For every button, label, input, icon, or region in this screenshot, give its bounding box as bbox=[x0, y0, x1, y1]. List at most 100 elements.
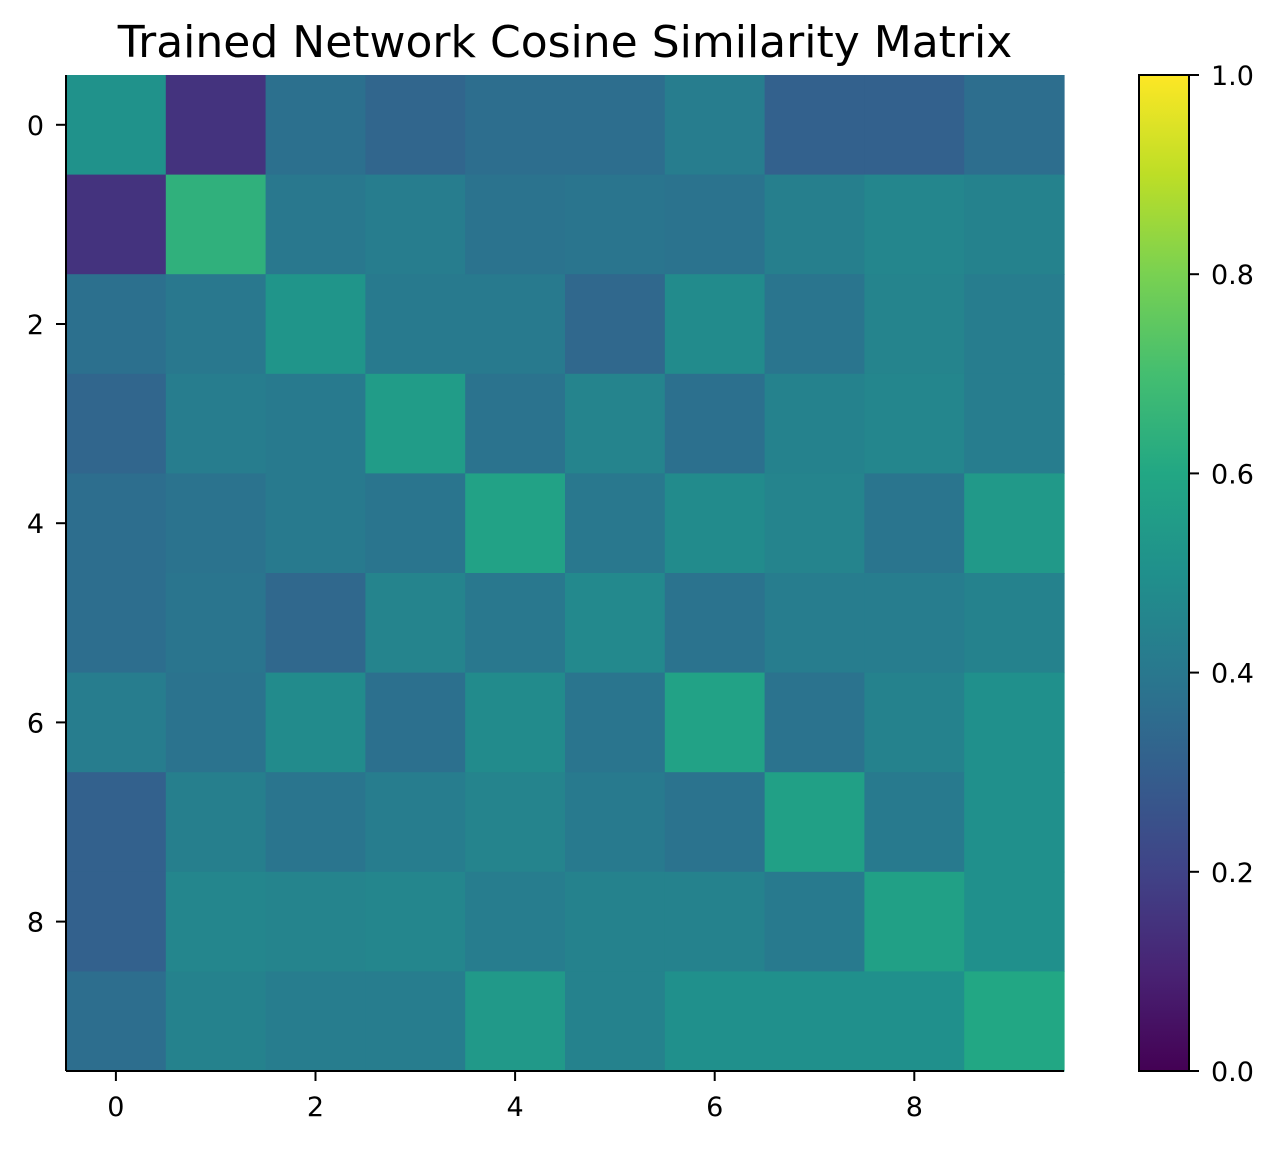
heatmap-cell-2-9 bbox=[964, 274, 1065, 375]
heatmap-cell-5-9 bbox=[964, 573, 1065, 674]
y-tick-label: 8 bbox=[27, 908, 44, 939]
heatmap-cell-0-0 bbox=[66, 75, 167, 176]
heatmap-cell-0-8 bbox=[864, 75, 965, 176]
heatmap-cell-1-9 bbox=[964, 174, 1065, 275]
colorbar: 0.0 0.2 0.4 0.6 0.8 1.0 bbox=[1138, 61, 1254, 1088]
heatmap-cell-0-3 bbox=[365, 75, 466, 176]
heatmap-cell-0-7 bbox=[764, 75, 865, 176]
x-tick-label: 6 bbox=[706, 1092, 723, 1123]
heatmap-cell-5-0 bbox=[66, 573, 167, 674]
heatmap-cell-6-4 bbox=[465, 672, 566, 773]
x-tick-label: 2 bbox=[307, 1092, 324, 1123]
heatmap-cell-3-9 bbox=[964, 373, 1065, 474]
heatmap-cell-3-6 bbox=[664, 373, 766, 474]
heatmap-cell-7-9 bbox=[964, 772, 1065, 873]
heatmap-cell-5-3 bbox=[365, 573, 466, 674]
heatmap-cell-1-6 bbox=[664, 174, 766, 275]
heatmap-cell-8-3 bbox=[365, 871, 466, 972]
heatmap-cell-5-7 bbox=[764, 573, 865, 674]
heatmap-cell-8-2 bbox=[265, 871, 366, 972]
heatmap-cell-9-2 bbox=[265, 971, 366, 1072]
heatmap-cell-1-0 bbox=[66, 174, 167, 275]
heatmap-cell-9-6 bbox=[664, 971, 766, 1072]
colorbar-tick-label: 1.0 bbox=[1211, 61, 1254, 92]
colorbar-gradient bbox=[1139, 75, 1189, 1071]
heatmap-cell-3-3 bbox=[365, 373, 466, 474]
heatmap-cell-8-7 bbox=[764, 871, 865, 972]
heatmap-cell-2-0 bbox=[66, 274, 167, 375]
heatmap-cell-8-8 bbox=[864, 871, 965, 972]
heatmap-cell-4-3 bbox=[365, 473, 466, 574]
heatmap-cell-7-7 bbox=[764, 772, 865, 873]
heatmap-cell-9-4 bbox=[465, 971, 566, 1072]
heatmap-cell-4-0 bbox=[66, 473, 167, 574]
heatmap-cell-7-8 bbox=[864, 772, 965, 873]
heatmap-cell-5-5 bbox=[565, 573, 666, 674]
y-tick-label: 4 bbox=[27, 509, 44, 540]
heatmap-cell-3-0 bbox=[66, 373, 167, 474]
heatmap-cell-2-3 bbox=[365, 274, 466, 375]
heatmap-cell-8-1 bbox=[165, 871, 267, 972]
heatmap-cell-6-0 bbox=[66, 672, 167, 773]
heatmap-cell-0-4 bbox=[465, 75, 566, 176]
colorbar-frame bbox=[1138, 74, 1190, 1072]
heatmap-cell-1-5 bbox=[565, 174, 666, 275]
heatmap-cell-9-3 bbox=[365, 971, 466, 1072]
heatmap-cell-4-9 bbox=[964, 473, 1065, 574]
heatmap-cell-4-6 bbox=[664, 473, 766, 574]
heatmap-cell-6-1 bbox=[165, 672, 267, 773]
heatmap-cell-9-5 bbox=[565, 971, 666, 1072]
x-tick-label: 8 bbox=[906, 1092, 923, 1123]
heatmap-cell-7-2 bbox=[265, 772, 366, 873]
heatmap-cell-6-5 bbox=[565, 672, 666, 773]
heatmap-cell-4-5 bbox=[565, 473, 666, 574]
heatmap-cell-2-6 bbox=[664, 274, 766, 375]
heatmap-cell-6-9 bbox=[964, 672, 1065, 773]
heatmap-cell-3-7 bbox=[764, 373, 865, 474]
heatmap-cell-9-9 bbox=[964, 971, 1065, 1072]
heatmap-cell-9-8 bbox=[864, 971, 965, 1072]
heatmap-cells bbox=[66, 75, 1065, 1072]
heatmap-cell-1-4 bbox=[465, 174, 566, 275]
heatmap-cell-2-5 bbox=[565, 274, 666, 375]
heatmap-cell-9-1 bbox=[165, 971, 267, 1072]
heatmap-cell-3-2 bbox=[265, 373, 366, 474]
heatmap-cell-8-0 bbox=[66, 871, 167, 972]
heatmap-cell-0-1 bbox=[165, 75, 267, 176]
heatmap-cell-8-6 bbox=[664, 871, 766, 972]
heatmap-cell-0-6 bbox=[664, 75, 766, 176]
heatmap-cell-3-8 bbox=[864, 373, 965, 474]
y-tick-label: 2 bbox=[27, 310, 44, 341]
colorbar-tick-label: 0.4 bbox=[1211, 659, 1254, 690]
chart-title: Trained Network Cosine Similarity Matrix bbox=[117, 17, 1013, 68]
heatmap-cell-4-8 bbox=[864, 473, 965, 574]
colorbar-tick-label: 0.6 bbox=[1211, 459, 1254, 490]
heatmap-cell-7-5 bbox=[565, 772, 666, 873]
heatmap-cell-6-6 bbox=[664, 672, 766, 773]
heatmap-cell-6-2 bbox=[265, 672, 366, 773]
heatmap-cell-5-2 bbox=[265, 573, 366, 674]
y-tick-label: 6 bbox=[27, 708, 44, 739]
heatmap-cell-8-4 bbox=[465, 871, 566, 972]
heatmap-cell-4-1 bbox=[165, 473, 267, 574]
colorbar-tick-label: 0.8 bbox=[1211, 260, 1254, 291]
heatmap-cell-6-3 bbox=[365, 672, 466, 773]
heatmap-cell-1-2 bbox=[265, 174, 366, 275]
heatmap-cell-4-4 bbox=[465, 473, 566, 574]
heatmap-cell-9-0 bbox=[66, 971, 167, 1072]
heatmap-cell-0-2 bbox=[265, 75, 366, 176]
heatmap-cell-2-1 bbox=[165, 274, 267, 375]
heatmap-axes: 0 2 4 6 8 0 2 4 6 8 bbox=[27, 75, 1064, 1123]
heatmap-cell-2-4 bbox=[465, 274, 566, 375]
heatmap-cell-4-2 bbox=[265, 473, 366, 574]
heatmap-cell-6-7 bbox=[764, 672, 865, 773]
heatmap-cell-1-7 bbox=[764, 174, 865, 275]
heatmap-cell-5-6 bbox=[664, 573, 766, 674]
heatmap-cell-0-5 bbox=[565, 75, 666, 176]
heatmap-cell-2-8 bbox=[864, 274, 965, 375]
heatmap-cell-2-7 bbox=[764, 274, 865, 375]
heatmap-cell-4-7 bbox=[764, 473, 865, 574]
heatmap-cell-1-1 bbox=[165, 174, 267, 275]
heatmap-cell-7-0 bbox=[66, 772, 167, 873]
